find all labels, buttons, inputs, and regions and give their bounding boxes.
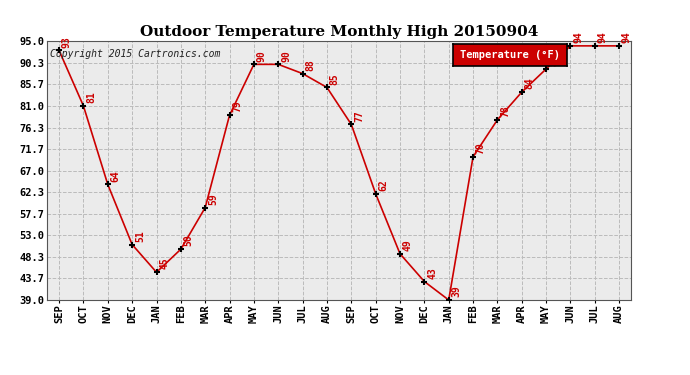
Text: 90: 90: [281, 50, 291, 62]
Text: 78: 78: [500, 105, 510, 117]
Text: 79: 79: [233, 100, 242, 112]
Text: 49: 49: [403, 239, 413, 251]
Text: 85: 85: [330, 73, 339, 85]
Text: 77: 77: [354, 110, 364, 122]
Text: 39: 39: [451, 285, 462, 297]
Text: 94: 94: [622, 32, 632, 43]
Text: 45: 45: [159, 258, 169, 270]
Text: 81: 81: [86, 92, 96, 103]
Text: 94: 94: [598, 32, 608, 43]
Text: 93: 93: [62, 36, 72, 48]
Text: 70: 70: [476, 142, 486, 154]
Text: 64: 64: [110, 170, 121, 182]
Text: 94: 94: [573, 32, 583, 43]
Text: 51: 51: [135, 230, 145, 242]
Text: Copyright 2015 Cartronics.com: Copyright 2015 Cartronics.com: [50, 49, 220, 59]
Text: 88: 88: [306, 59, 315, 71]
Text: 43: 43: [427, 267, 437, 279]
Text: 89: 89: [549, 54, 559, 66]
Text: 62: 62: [378, 179, 388, 191]
Text: 90: 90: [257, 50, 266, 62]
Title: Outdoor Temperature Monthly High 20150904: Outdoor Temperature Monthly High 2015090…: [140, 25, 538, 39]
Text: 84: 84: [524, 78, 535, 89]
Text: 59: 59: [208, 193, 218, 205]
Text: 50: 50: [184, 235, 194, 246]
